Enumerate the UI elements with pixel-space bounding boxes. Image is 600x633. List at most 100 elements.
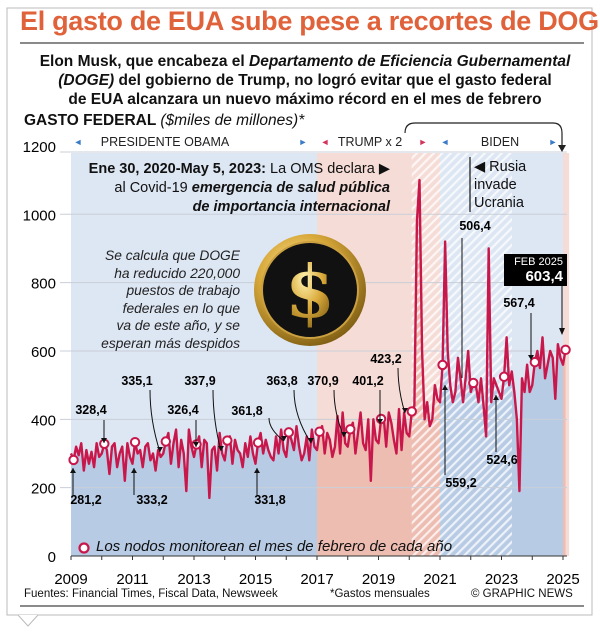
subtitle-italic: (DOGE) [58,72,115,89]
doge-line: esperan más despidos [101,335,240,351]
february-node [160,436,172,447]
arrowhead-icon [493,395,499,400]
subtitle: Elon Musk, que encabeza el Departamento … [20,52,590,109]
footnote: *Gastos mensuales [330,588,430,600]
february-node [406,406,418,417]
y-tick-label: 0 [48,549,56,566]
russia-line: ◀ Rusia [474,159,527,175]
russia-annotation: ◀ Rusia invade Ucrania [474,158,526,212]
node-value-label: 559,2 [445,476,476,490]
y-tick-label: 400 [31,412,56,429]
period-area [563,180,566,556]
period-end-arrow-icon: ► [419,137,428,147]
node-value-label: 506,4 [459,219,490,233]
node-value-label: 401,2 [352,374,383,388]
period-end-arrow-icon: ► [299,137,308,147]
february-node [345,424,356,435]
node-value-label: 361,8 [231,404,262,418]
doge-line: ha reducido 220,000 [114,265,240,281]
callout-arrow [149,389,161,453]
february-node [437,359,448,371]
node-value-label: 524,6 [486,453,517,467]
callout-label: FEB 2025 [514,256,563,268]
x-tick-label: 2011 [116,571,148,588]
frame-notch [17,614,39,627]
period-start-arrow-icon: ◄ [74,137,83,147]
node-value-label: 281,2 [70,493,101,507]
credit: © GRAPHIC NEWS [471,588,573,600]
frame [6,7,593,616]
covid-text: La OMS declara ▶ [266,161,390,177]
callout-arrow [293,389,312,444]
february-node [529,356,541,368]
arrowhead-icon [70,468,76,473]
subtitle-text: Elon Musk, que encabeza el [39,53,249,70]
arrowhead-icon [281,436,287,441]
annotations: 281,2 328,4 333,2 335,1 326,4 337,9 331,8 361,8… [70,157,565,554]
x-tick-label: 2013 [177,571,210,588]
arrowhead-icon [193,442,199,447]
node-value-label: 337,9 [184,374,215,388]
subtitle-italic: Departamento de Eficiencia Gubernamental [249,53,571,70]
period-label: TRUMP x 2 [338,135,402,149]
y-tick-label: 600 [31,344,56,361]
callout-value: 603,4 [525,268,563,285]
period-label: BIDEN [481,135,519,149]
arrowhead-icon [341,432,347,437]
monthly-spending-line [69,178,567,500]
arrowhead-icon [218,446,224,451]
x-tick-label: 2017 [300,571,333,588]
x-tick-label: 2015 [239,571,272,588]
subtitle-text: del gobierno de Trump, no logró evitar q… [114,72,552,89]
covid-emphasis: emergencia de salud pública [191,180,390,196]
y-unit-label: ($miles de millones)* [160,112,305,129]
period-label: PRESIDENTE OBAMA [101,135,230,149]
february-node [68,454,79,466]
arrowhead-icon [157,447,163,452]
chart-title-text: GASTO FEDERAL [24,112,157,129]
arrowhead-icon [528,355,534,360]
february-node [283,427,295,438]
period-end-arrow-icon: ► [549,137,558,147]
x-tick-label: 2009 [54,571,87,588]
callout-arrow [212,389,222,452]
covid-emphasis: de importancia internacional [192,199,390,215]
legend-text: Los nodos monitorean el mes de febrero d… [96,538,453,555]
series-line [68,178,571,500]
period-start-arrow-icon: ◄ [441,137,450,147]
arrowhead-icon [559,328,565,335]
node-value-label: 331,8 [254,493,285,507]
arrowhead-icon [308,438,314,443]
arrowhead-icon [377,419,383,424]
node-value-label: 328,4 [75,403,106,417]
doge-line: Se calcula que DOGE [105,248,240,263]
page-title: El gasto de EUA sube pese a recortes de … [20,6,600,36]
feb-2025-callout: FEB 2025 603,4 [504,254,567,286]
svg-text:$: $ [285,249,335,334]
node-value-label: 333,2 [136,493,167,507]
arrowhead-icon [442,385,448,390]
covid-text: al Covid-19 [114,180,192,196]
trump-return-bracket [404,122,563,148]
doge-note: Se calcula que DOGE ha reducido 220,000 … [60,247,240,352]
doge-line: federales en lo que [122,300,240,316]
february-node [468,377,479,389]
february-node [129,436,141,448]
arrowhead-icon [101,438,107,443]
february-node [498,371,510,382]
y-tick-label: 200 [31,481,56,498]
legend-node-icon [78,542,90,554]
period-start-arrow-icon: ◄ [321,137,330,147]
doge-line: va de este año, y se [116,318,241,333]
node-value-label: 335,1 [121,374,152,388]
february-node [314,426,325,437]
subtitle-text: de EUA alcanzara un nuevo máximo récord … [68,91,542,108]
sources: Fuentes: Financial Times, Fiscal Data, N… [24,588,278,600]
february-node [252,437,264,448]
y-tick-label: 1000 [23,207,56,224]
node-value-label: 423,2 [370,352,401,366]
node-value-label: 370,9 [307,374,338,388]
covid-dates: Ene 30, 2020-May 5, 2023: [88,161,267,177]
arrowhead-icon [254,468,260,473]
russia-line: invade [474,177,517,193]
